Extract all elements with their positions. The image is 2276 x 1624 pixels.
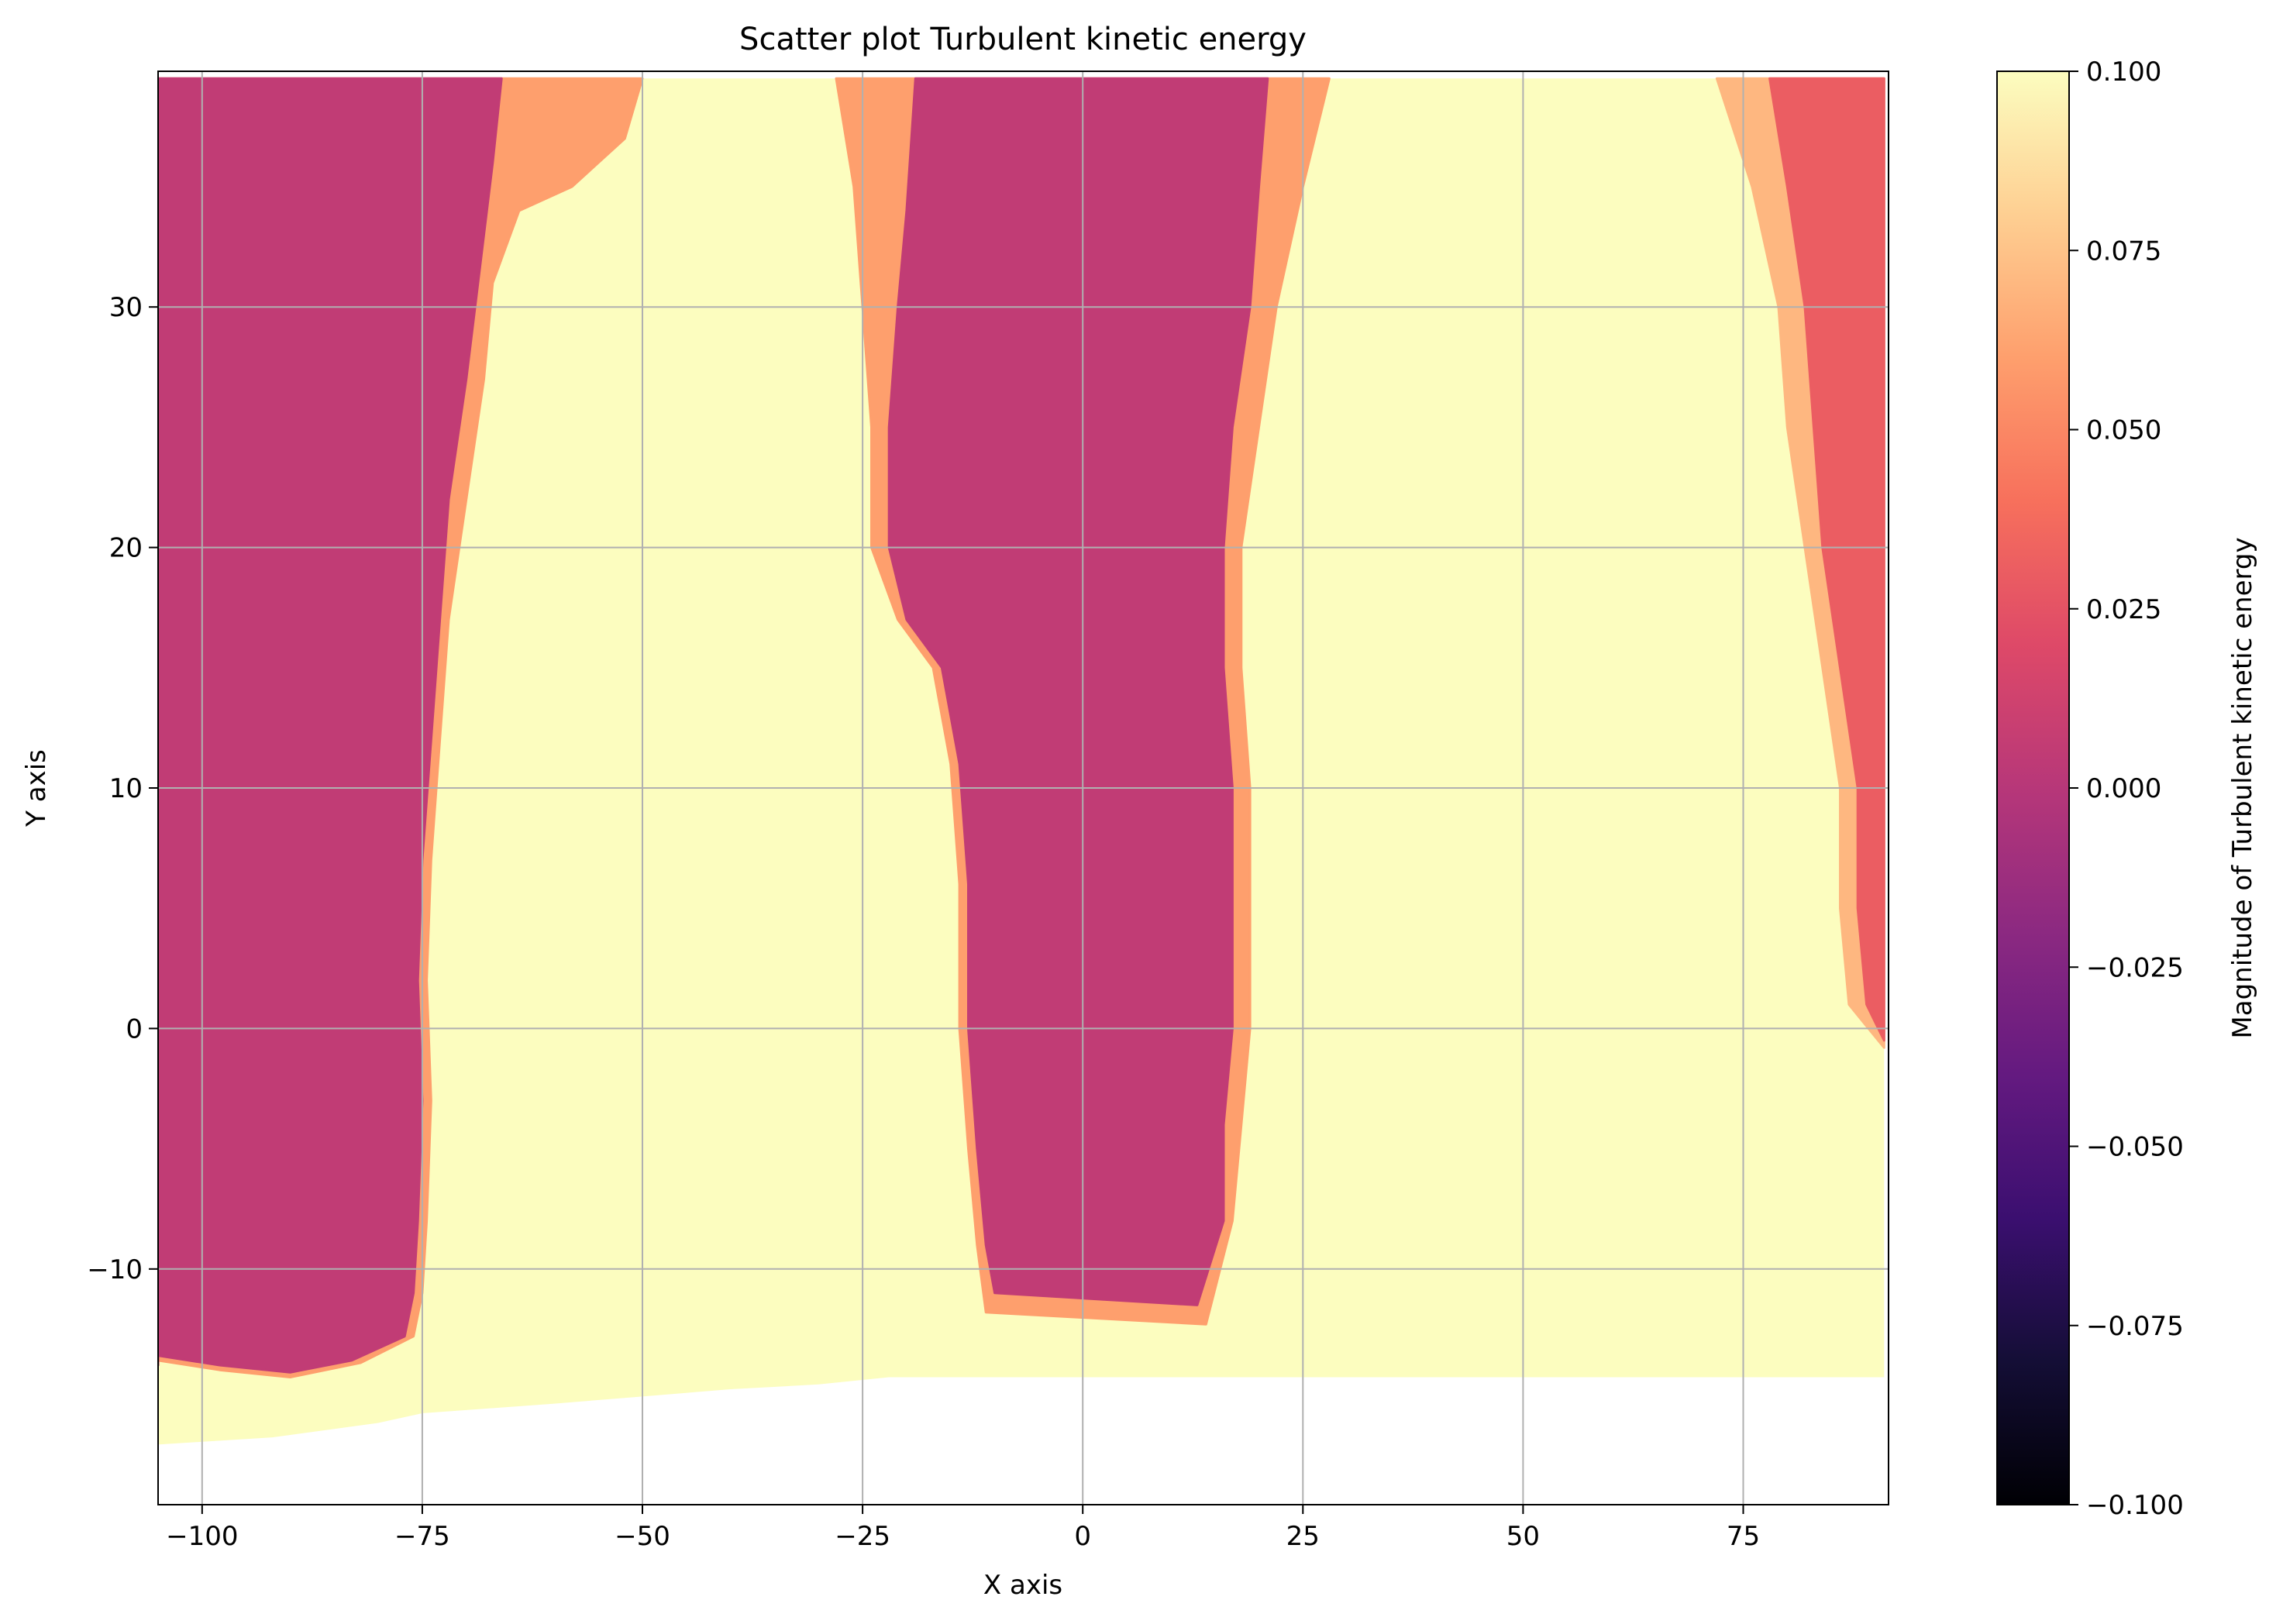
scatter-points [158, 77, 1885, 1445]
y-tick-label: 0 [126, 1013, 143, 1044]
colorbar-tick-label: 0.050 [2086, 415, 2161, 446]
y-tick-label: 10 [109, 773, 143, 804]
x-tick-label: −100 [166, 1521, 238, 1552]
x-tick-label: 75 [1727, 1521, 1760, 1552]
colorbar-tick-label: −0.025 [2086, 952, 2184, 983]
colorbar-gradient [1996, 71, 2070, 1505]
region-4 [158, 77, 503, 1374]
grid-lines [158, 71, 1889, 1505]
colorbar-tick-label: −0.050 [2086, 1132, 2184, 1163]
colorbar-tick-label: 0.075 [2086, 236, 2161, 267]
colorbar-ticks: −0.100 −0.075 −0.050 −0.025 0.000 0.025 0.050 0… [2069, 57, 2184, 1521]
x-tick-label: −25 [835, 1521, 890, 1552]
colorbar-tick-label: −0.075 [2086, 1311, 2184, 1342]
y-tick-label: −10 [87, 1254, 143, 1285]
y-tick-label: 20 [109, 533, 143, 564]
chart-title: Scatter plot Turbulent kinetic energy [739, 22, 1307, 57]
colorbar-label: Magnitude of Turbulent kinetic energy [2227, 537, 2258, 1038]
colorbar-tick-label: 0.025 [2086, 594, 2161, 625]
colorbar: −0.100 −0.075 −0.050 −0.025 0.000 0.025 0.050 0… [1996, 57, 2258, 1521]
colorbar-tick-label: 0.100 [2086, 57, 2161, 88]
y-axis-ticks: −10 0 10 20 30 [87, 292, 158, 1285]
region-3 [1768, 77, 1885, 1042]
x-tick-label: 25 [1286, 1521, 1320, 1552]
x-tick-label: 0 [1074, 1521, 1091, 1552]
y-axis-label: Y axis [21, 749, 52, 827]
x-axis-label: X axis [983, 1570, 1062, 1601]
x-tick-label: −75 [394, 1521, 450, 1552]
x-axis-ticks: −100 −75 −50 −25 0 25 50 75 [166, 1505, 1760, 1552]
plot-area [158, 71, 1889, 1505]
region-5 [887, 77, 1269, 1306]
x-tick-label: −50 [615, 1521, 670, 1552]
colorbar-tick-label: −0.100 [2086, 1490, 2184, 1521]
colorbar-tick-label: 0.000 [2086, 773, 2161, 804]
y-tick-label: 30 [109, 292, 143, 323]
x-tick-label: 50 [1506, 1521, 1540, 1552]
